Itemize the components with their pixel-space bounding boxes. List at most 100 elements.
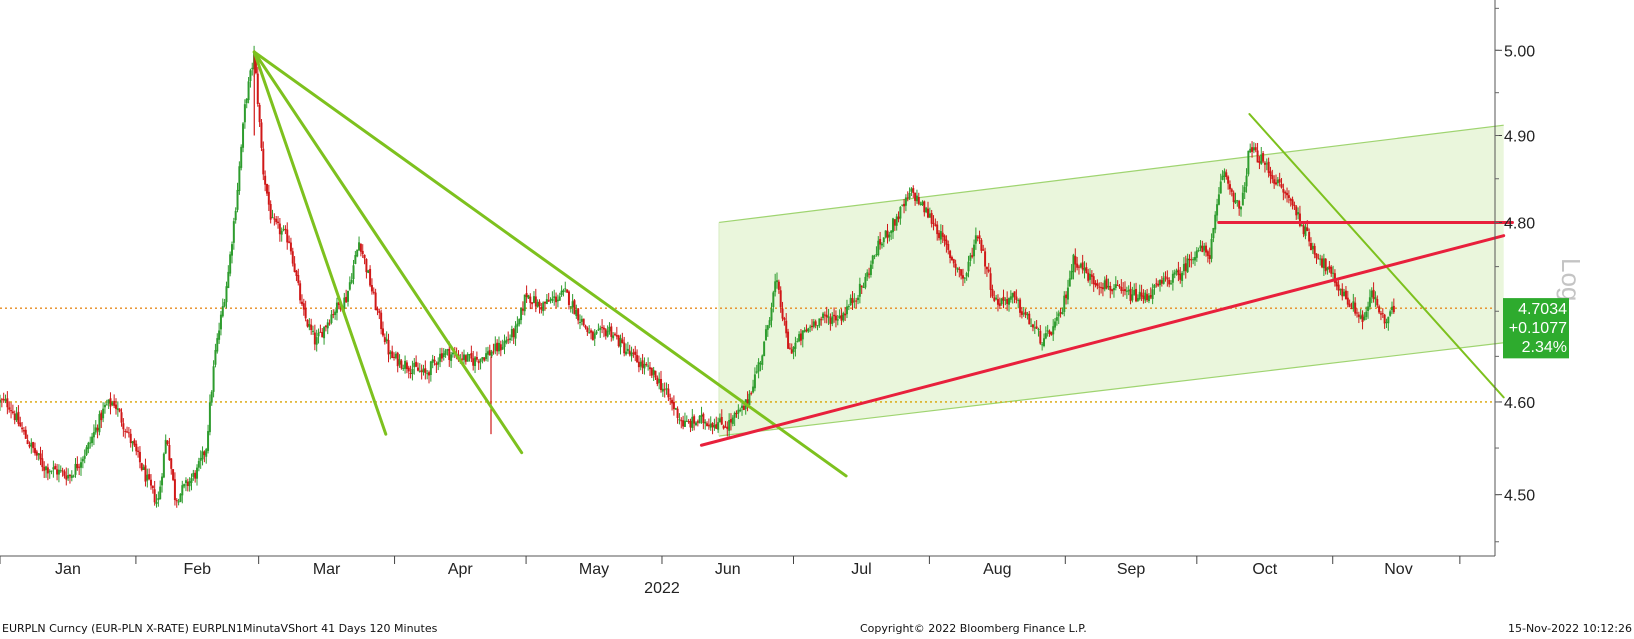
candle-body xyxy=(599,327,602,330)
candle-body xyxy=(949,250,952,258)
candle-body xyxy=(982,249,985,251)
candle-body xyxy=(1367,306,1370,311)
candle-body xyxy=(175,500,178,502)
candle-body xyxy=(1101,287,1104,290)
candle-body xyxy=(685,420,688,422)
candle-body xyxy=(840,315,843,321)
candle-body xyxy=(114,404,117,409)
candle-body xyxy=(739,409,742,412)
candle-body xyxy=(1243,186,1246,193)
candle-body xyxy=(400,360,403,369)
candle-body xyxy=(435,363,438,366)
candle-body xyxy=(269,204,272,220)
candle-body xyxy=(1287,195,1290,198)
candle-body xyxy=(216,338,219,352)
candle-body xyxy=(321,332,324,338)
x-tick-label-10: Nov xyxy=(1384,561,1412,578)
candle-body xyxy=(1313,245,1316,255)
candle-body xyxy=(258,104,261,123)
footer-copyright: Copyright© 2022 Bloomberg Finance L.P. xyxy=(860,622,1087,635)
candle-body xyxy=(654,370,657,378)
candle-body xyxy=(1013,291,1016,297)
candle-body xyxy=(1217,194,1220,205)
candle-body xyxy=(578,321,581,323)
candle-body xyxy=(612,335,615,339)
candle-body xyxy=(1066,287,1069,300)
candle-body xyxy=(1324,258,1327,272)
candle-body xyxy=(300,301,303,305)
candle-body xyxy=(847,306,850,308)
candle-body xyxy=(1297,212,1300,215)
candle-body xyxy=(667,388,670,398)
channel-upper-edge xyxy=(718,124,1504,224)
candle-body xyxy=(236,189,239,210)
candle-body xyxy=(462,354,465,360)
candle-body xyxy=(862,287,865,289)
candle-body xyxy=(343,297,346,309)
candle-body xyxy=(604,329,607,336)
candle-body xyxy=(571,301,574,308)
candle-body xyxy=(1070,270,1073,280)
candle-body xyxy=(613,333,616,335)
candle-body xyxy=(194,472,197,479)
candle-body xyxy=(297,275,300,283)
candle-body xyxy=(855,300,858,302)
candle-body xyxy=(91,436,94,444)
candle-body xyxy=(225,286,228,303)
candle-body xyxy=(735,412,738,415)
candle-body xyxy=(1258,161,1261,163)
candle-body xyxy=(440,353,443,359)
candle-body xyxy=(969,255,972,261)
candle-body xyxy=(632,352,635,354)
candle-body xyxy=(1212,228,1215,239)
candle-body xyxy=(497,342,500,352)
y-tick-label-2: 4.80 xyxy=(1504,215,1535,232)
candle-body xyxy=(1100,287,1103,289)
candle-body xyxy=(1269,171,1272,177)
candle-body xyxy=(1333,273,1336,283)
candle-body xyxy=(157,498,160,501)
candle-body xyxy=(490,351,493,357)
candle-body xyxy=(510,329,513,338)
candle-body xyxy=(479,358,482,362)
candle-body xyxy=(356,249,359,257)
candle-body xyxy=(1118,286,1121,288)
candle-body xyxy=(995,297,998,300)
candle-body xyxy=(1044,333,1047,339)
candle-body xyxy=(494,343,497,351)
candle-body xyxy=(1015,296,1018,300)
candle-body xyxy=(46,467,49,474)
candle-body xyxy=(682,420,685,427)
candle-body xyxy=(523,294,526,312)
candle-body xyxy=(755,371,758,373)
candle-body xyxy=(717,422,720,430)
candle-body xyxy=(1079,263,1082,268)
candle-body xyxy=(544,301,547,304)
candle-body xyxy=(492,351,495,353)
candle-body xyxy=(1289,198,1292,201)
candle-body xyxy=(1315,253,1318,259)
candle-body xyxy=(726,426,729,430)
candle-body xyxy=(26,440,29,445)
candle-body xyxy=(103,404,106,408)
candle-body xyxy=(503,341,506,348)
candle-body xyxy=(709,423,712,428)
candle-body xyxy=(129,433,132,443)
candle-body xyxy=(1072,254,1075,273)
candle-body xyxy=(674,407,677,410)
candle-body xyxy=(1020,311,1023,315)
candle-body xyxy=(853,300,856,302)
last-price-value: 4.7034 xyxy=(1518,301,1567,318)
candle-body xyxy=(464,355,467,362)
candle-body xyxy=(1262,153,1265,162)
candle-body xyxy=(1192,259,1195,261)
candle-body xyxy=(1240,206,1243,210)
candle-body xyxy=(477,361,480,364)
candle-body xyxy=(144,465,147,482)
candle-body xyxy=(238,166,241,192)
candle-body xyxy=(545,299,548,305)
candle-body xyxy=(1341,288,1344,297)
candle-body xyxy=(59,470,62,472)
candle-body xyxy=(240,146,243,168)
candle-body xyxy=(210,391,213,403)
